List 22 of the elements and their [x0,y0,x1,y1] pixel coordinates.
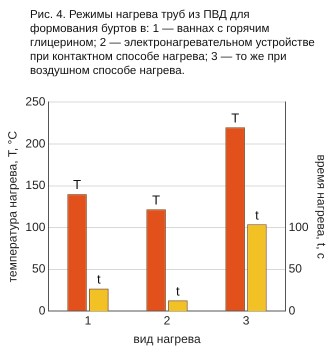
x-axis-title: вид нагрева [133,332,201,346]
series-label: t [176,283,180,298]
text: t [255,207,259,222]
x-tick-label: 1 [84,314,92,328]
y2-axis-title: время нагрева, t, с [314,154,328,259]
chart-title: Рис. 4. Режимы нагрева труб из ПВД для формования буртов в: 1 — ваннах с горячим глицерином; 2 — электронагревательном устройстве при контактном способе нагрева; 3 — то же при воздушном способе нагрева. [30,8,316,78]
y-tick-label: 50 [32,262,46,276]
y-tick-label: 200 [25,136,46,150]
series-label: T [73,177,82,192]
y-tick-label: 0 [38,304,46,318]
y-tick-label: 100 [25,220,46,234]
y-tick-label: 150 [25,178,46,192]
text: t [97,272,101,287]
y2-tick-label: 0 [288,304,296,318]
text: T [152,192,160,208]
x-tick-label: 3 [242,314,250,328]
text: T [231,110,240,126]
y-tick-label: 250 [25,94,46,109]
x-tick-label: 2 [164,314,171,328]
y2-tick-label: 50 [288,262,302,276]
y-axis-title: температура нагрева, T, °С [6,130,20,282]
y2-tick-label: 100 [288,220,309,234]
